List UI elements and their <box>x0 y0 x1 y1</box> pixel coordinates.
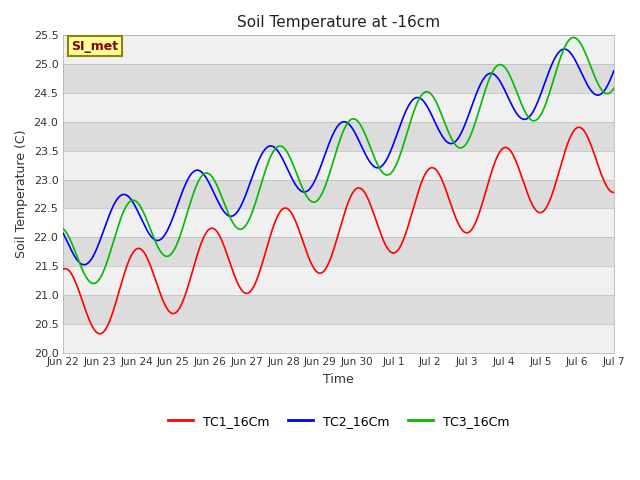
TC3_16Cm <box>90 281 97 287</box>
TC2_16Cm <box>102 220 110 226</box>
TC3_16Cm <box>570 35 577 40</box>
TC2_16Cm <box>315 169 323 175</box>
TC3_16Cm <box>305 196 312 202</box>
TC2_16Cm <box>125 194 132 200</box>
TC2_16Cm <box>610 68 618 74</box>
Text: SI_met: SI_met <box>72 40 118 53</box>
TC3_16Cm <box>293 172 301 178</box>
Title: Soil Temperature at -16cm: Soil Temperature at -16cm <box>237 15 440 30</box>
TC1_16Cm <box>125 258 132 264</box>
TC1_16Cm <box>610 190 618 195</box>
Line: TC2_16Cm: TC2_16Cm <box>63 49 614 265</box>
TC3_16Cm <box>125 200 132 205</box>
TC3_16Cm <box>60 226 67 232</box>
Bar <box>63 324 614 353</box>
TC2_16Cm <box>60 230 67 236</box>
TC3_16Cm <box>610 85 618 91</box>
TC3_16Cm <box>373 160 381 166</box>
TC1_16Cm <box>373 220 381 226</box>
TC1_16Cm <box>96 331 104 336</box>
Legend: TC1_16Cm, TC2_16Cm, TC3_16Cm: TC1_16Cm, TC2_16Cm, TC3_16Cm <box>163 409 515 432</box>
TC2_16Cm <box>81 262 88 268</box>
TC2_16Cm <box>373 165 381 171</box>
TC2_16Cm <box>293 184 301 190</box>
Bar <box>63 208 614 237</box>
TC2_16Cm <box>305 187 312 193</box>
Y-axis label: Soil Temperature (C): Soil Temperature (C) <box>15 130 28 258</box>
TC1_16Cm <box>305 254 312 260</box>
TC1_16Cm <box>575 124 582 130</box>
Bar <box>63 266 614 295</box>
Bar <box>63 151 614 180</box>
TC1_16Cm <box>102 325 110 331</box>
Line: TC1_16Cm: TC1_16Cm <box>63 127 614 334</box>
TC3_16Cm <box>315 196 323 202</box>
Bar <box>63 36 614 64</box>
Bar <box>63 93 614 122</box>
TC3_16Cm <box>102 261 110 267</box>
X-axis label: Time: Time <box>323 373 354 386</box>
TC1_16Cm <box>315 270 323 276</box>
TC1_16Cm <box>293 222 301 228</box>
TC1_16Cm <box>60 266 67 272</box>
TC2_16Cm <box>561 46 568 52</box>
Line: TC3_16Cm: TC3_16Cm <box>63 37 614 284</box>
